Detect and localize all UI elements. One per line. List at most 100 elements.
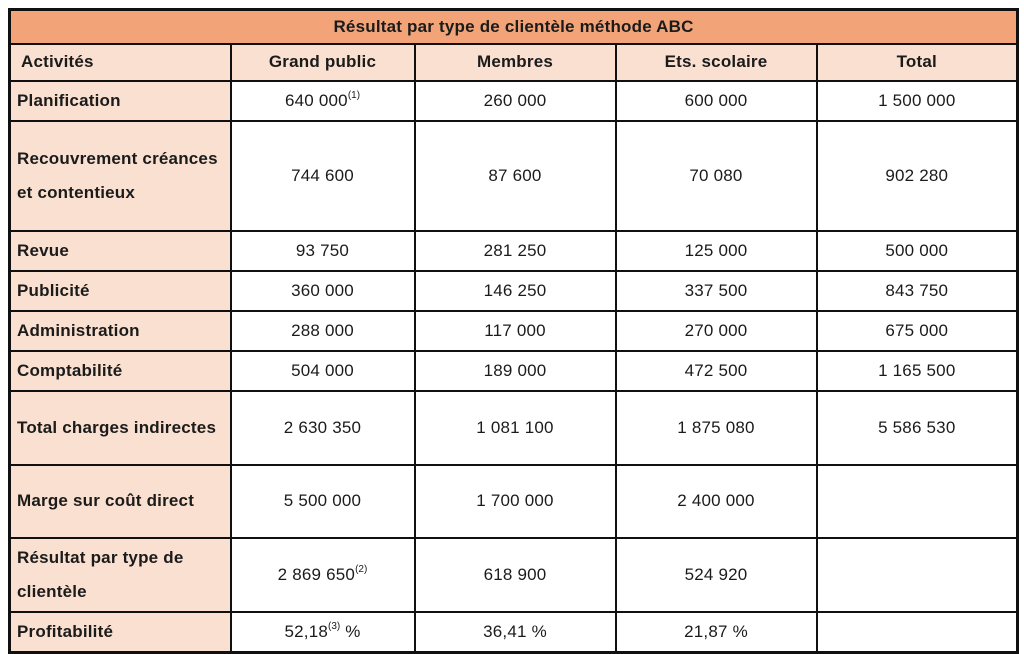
cell-value: 260 000	[483, 90, 547, 110]
data-cell: 2 630 350	[229, 389, 416, 466]
data-cell: 146 250	[413, 269, 617, 312]
data-cell: 1 700 000	[413, 463, 617, 539]
cell-value: 36,41 %	[483, 621, 547, 641]
data-cell: 337 500	[614, 269, 818, 312]
data-cell: 36,41 %	[413, 610, 617, 653]
table-row-planification: Planification 640 000(1) 260 000 600 000…	[8, 79, 1019, 122]
cell-value: 902 280	[885, 165, 949, 185]
data-cell	[815, 463, 1019, 539]
cell-value: 87 600	[488, 165, 542, 185]
row-label: Planification	[8, 79, 232, 122]
row-label: Administration	[8, 309, 232, 352]
cell-value: 117 000	[484, 320, 546, 340]
cell-value: 189 000	[483, 360, 547, 380]
data-cell: 500 000	[815, 229, 1019, 272]
column-header-grand-public: Grand public	[229, 42, 416, 82]
table-row-comptabilite: Comptabilité 504 000 189 000 472 500 1 1…	[8, 349, 1019, 392]
data-cell: 5 500 000	[229, 463, 416, 539]
data-cell: 21,87 %	[614, 610, 818, 653]
cell-value: 1 500 000	[878, 90, 956, 110]
cell-value: 600 000	[684, 90, 748, 110]
data-cell: 1 165 500	[815, 349, 1019, 392]
cell-value: 5 586 530	[878, 417, 956, 437]
cell-value: 5 500 000	[283, 491, 362, 510]
data-cell: 93 750	[229, 229, 416, 272]
cell-value: 93 750	[295, 240, 350, 260]
cell-value: 21,87 %	[684, 621, 748, 641]
cell-value: 1 165 500	[878, 360, 956, 380]
data-cell: 640 000(1)	[229, 79, 416, 122]
row-label: Publicité	[8, 269, 232, 312]
data-cell: 288 000	[229, 309, 416, 352]
cell-value: 1 081 100	[476, 417, 554, 437]
cell-suffix: %	[340, 621, 361, 641]
row-label: Total charges indirectes	[8, 389, 232, 466]
cell-value: 640 000	[284, 90, 348, 110]
data-cell: 744 600	[229, 119, 416, 232]
cell-value: 337 500	[684, 280, 748, 300]
column-header-membres: Membres	[413, 42, 617, 82]
data-cell	[815, 536, 1019, 613]
abc-result-table: Résultat par type de clientèle méthode A…	[8, 8, 1020, 654]
row-label: Résultat par type de clientèle	[8, 536, 232, 613]
cell-value: 288 000	[291, 320, 354, 340]
data-cell: 70 080	[614, 119, 818, 232]
cell-value: 744 600	[291, 165, 354, 185]
data-cell: 843 750	[815, 269, 1019, 312]
data-cell	[815, 610, 1019, 653]
data-cell: 675 000	[815, 309, 1019, 352]
data-cell: 360 000	[229, 269, 416, 312]
cell-value: 125 000	[684, 240, 748, 260]
data-cell: 270 000	[614, 309, 818, 352]
table-row-recouvrement: Recouvrement créances et contentieux 744…	[8, 119, 1019, 232]
cell-value: 2 400 000	[677, 491, 755, 510]
table-row-publicite: Publicité 360 000 146 250 337 500 843 75…	[8, 269, 1019, 312]
data-cell: 1 081 100	[413, 389, 617, 466]
table-row-marge-sur-cout-direct: Marge sur coût direct 5 500 000 1 700 00…	[8, 463, 1019, 539]
table-row-resultat-par-type: Résultat par type de clientèle 2 869 650…	[8, 536, 1019, 613]
cell-value: 843 750	[885, 280, 949, 300]
data-cell: 2 869 650(2)	[229, 536, 416, 613]
data-cell: 524 920	[614, 536, 818, 613]
cell-value: 472 500	[684, 360, 748, 380]
cell-value: 1 700 000	[476, 491, 554, 510]
data-cell: 5 586 530	[815, 389, 1019, 466]
table-row-total-charges-indirectes: Total charges indirectes 2 630 350 1 081…	[8, 389, 1019, 466]
footnote-marker: (2)	[355, 563, 368, 575]
data-cell: 52,18(3) %	[229, 610, 416, 653]
column-header-ets-scolaire: Ets. scolaire	[614, 42, 818, 82]
data-cell: 1 875 080	[614, 389, 818, 466]
row-label: Revue	[8, 229, 232, 272]
cell-value: 618 900	[483, 564, 547, 584]
column-header-row: Activités Grand public Membres Ets. scol…	[8, 42, 1019, 82]
footnote-marker: (1)	[347, 89, 361, 101]
data-cell: 87 600	[413, 119, 617, 232]
cell-value: 2 869 650	[277, 564, 356, 584]
data-cell: 902 280	[815, 119, 1019, 232]
footnote-marker: (3)	[328, 620, 341, 632]
data-cell: 117 000	[413, 309, 617, 352]
column-header-total: Total	[815, 42, 1019, 82]
table-row-administration: Administration 288 000 117 000 270 000 6…	[8, 309, 1019, 352]
table-row-revue: Revue 93 750 281 250 125 000 500 000	[8, 229, 1019, 272]
data-cell: 2 400 000	[614, 463, 818, 539]
cell-value: 360 000	[291, 280, 354, 300]
data-cell: 189 000	[413, 349, 617, 392]
cell-value: 675 000	[885, 320, 949, 340]
cell-value: 70 080	[689, 165, 743, 185]
data-cell: 281 250	[413, 229, 617, 272]
row-label: Comptabilité	[8, 349, 232, 392]
data-cell: 1 500 000	[815, 79, 1019, 122]
cell-value: 146 250	[483, 280, 547, 300]
column-header-activites: Activités	[8, 42, 232, 82]
cell-value: 524 920	[684, 564, 748, 584]
row-label: Profitabilité	[8, 610, 232, 653]
table-row-profitabilite: Profitabilité 52,18(3) % 36,41 % 21,87 %	[8, 610, 1019, 653]
data-cell: 472 500	[614, 349, 818, 392]
data-cell: 618 900	[413, 536, 617, 613]
cell-value: 281 250	[483, 240, 547, 260]
cell-value: 504 000	[291, 360, 354, 380]
cell-value: 270 000	[684, 320, 748, 340]
cell-value: 2 630 350	[283, 417, 362, 437]
table-title: Résultat par type de clientèle méthode A…	[8, 8, 1019, 45]
